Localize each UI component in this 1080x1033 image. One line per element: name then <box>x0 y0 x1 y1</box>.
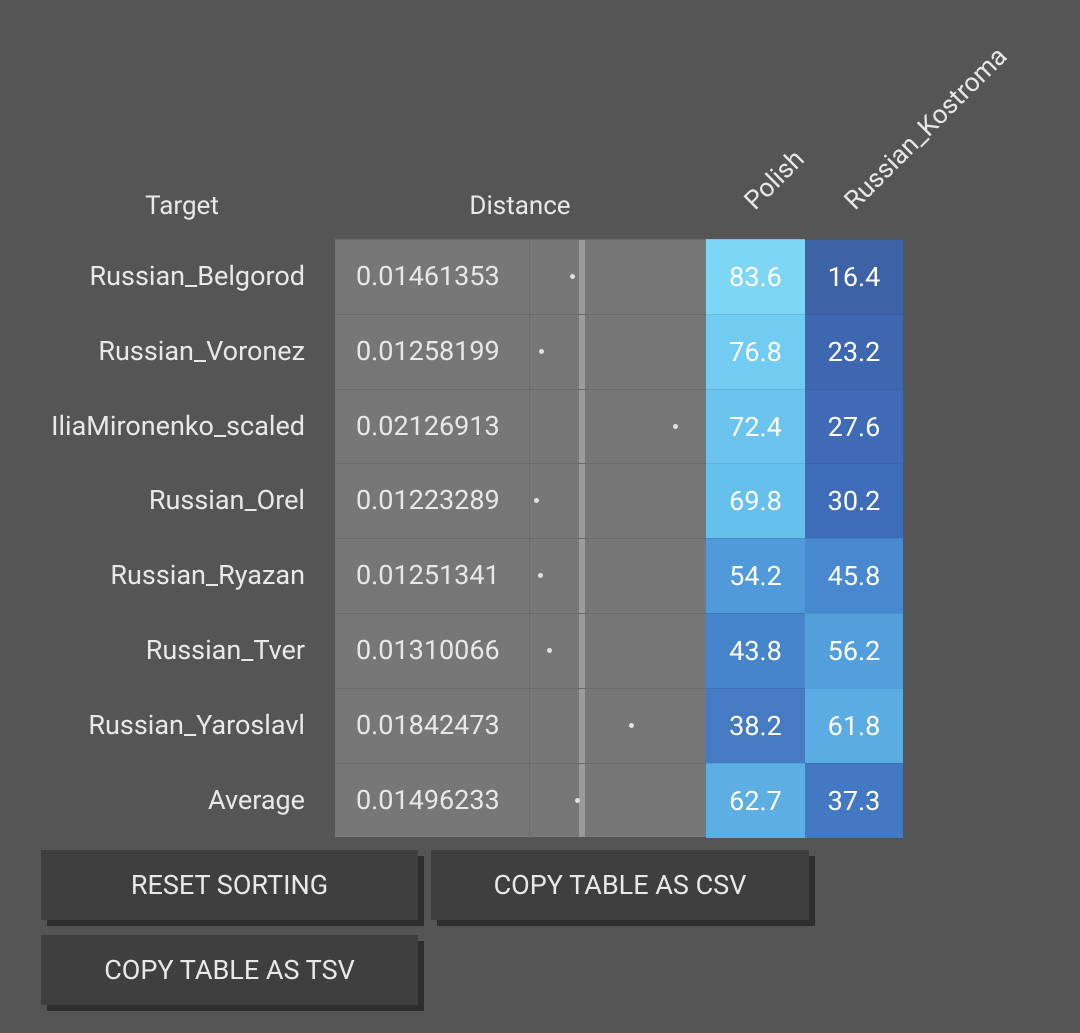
distance-cell: 0.01258199 <box>335 313 530 389</box>
polish-cell: 38.2 <box>706 687 805 763</box>
distance-dot <box>533 498 539 504</box>
row-divider <box>335 239 706 240</box>
distance-dot <box>672 423 678 429</box>
copy-csv-button[interactable]: COPY TABLE AS CSV <box>431 850 809 920</box>
distance-cell: 0.01223289 <box>335 463 530 539</box>
kostroma-cell: 37.3 <box>805 762 903 838</box>
row-divider <box>335 687 706 689</box>
header-target[interactable]: Target <box>145 191 219 221</box>
kostroma-cell: 45.8 <box>805 538 903 614</box>
target-cell: Russian_Ryazan <box>110 559 305 592</box>
kostroma-cell: 27.6 <box>805 388 903 464</box>
distance-dot <box>570 273 576 279</box>
distance-cell: 0.01496233 <box>335 762 530 838</box>
row-divider <box>335 762 706 764</box>
distance-dot <box>546 647 552 653</box>
polish-cell: 62.7 <box>706 762 805 838</box>
row-divider <box>335 613 706 614</box>
copy-tsv-button[interactable]: COPY TABLE AS TSV <box>41 935 418 1005</box>
distance-dot <box>538 348 544 354</box>
row-divider <box>335 538 706 540</box>
distance-dot <box>537 573 543 579</box>
header-distance[interactable]: Distance <box>469 191 571 221</box>
kostroma-cell: 56.2 <box>805 613 903 688</box>
kostroma-cell: 30.2 <box>805 463 903 539</box>
target-cell: IliaMironenko_scaled <box>51 409 305 442</box>
target-cell: Russian_Tver <box>145 634 305 666</box>
row-divider <box>335 463 706 465</box>
polish-cell: 72.4 <box>706 388 805 464</box>
target-cell: Average <box>208 783 305 816</box>
distance-cell: 0.01842473 <box>335 687 530 763</box>
row-divider <box>335 388 706 390</box>
kostroma-cell: 23.2 <box>805 313 903 389</box>
polish-cell: 43.8 <box>706 613 805 688</box>
target-cell: Russian_Voronez <box>98 334 305 367</box>
polish-cell: 83.6 <box>706 239 805 314</box>
distance-dot <box>628 722 634 728</box>
kostroma-cell: 61.8 <box>805 687 903 763</box>
distance-cell: 0.01461353 <box>335 239 530 314</box>
target-cell: Russian_Yaroslavl <box>88 708 305 741</box>
distance-cell: 0.01310066 <box>335 613 530 688</box>
table: Russian_Belgorod 0.01461353 83.6 16.4 Russia… <box>51 239 903 838</box>
target-cell: Russian_Belgorod <box>89 260 305 292</box>
reset-sorting-button[interactable]: RESET SORTING <box>41 850 418 920</box>
row-divider <box>335 313 706 315</box>
polish-cell: 54.2 <box>706 538 805 614</box>
polish-cell: 76.8 <box>706 313 805 389</box>
distance-cell: 0.02126913 <box>335 388 530 464</box>
target-cell: Russian_Orel <box>148 484 305 517</box>
distance-dot <box>575 797 581 803</box>
kostroma-cell: 16.4 <box>805 239 903 314</box>
distance-cell: 0.01251341 <box>335 538 530 614</box>
polish-cell: 69.8 <box>706 463 805 539</box>
